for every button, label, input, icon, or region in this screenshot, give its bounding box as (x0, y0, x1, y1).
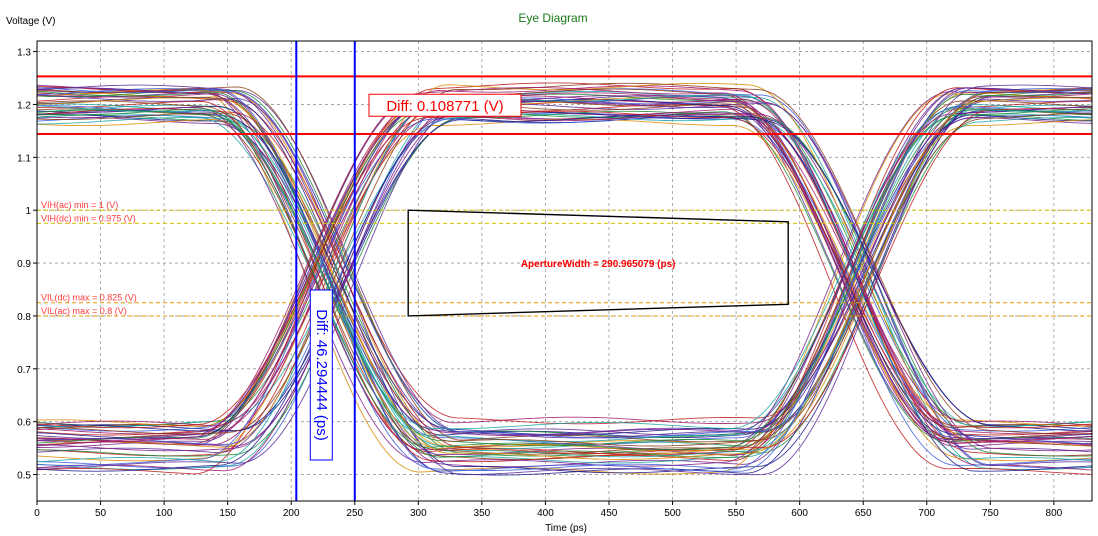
eye-trace (37, 108, 1092, 446)
aperture-window: ApertureWidth = 290.965079 (ps) (407, 209, 789, 317)
y-tick-label: 1.3 (17, 48, 31, 59)
x-tick-label: 100 (156, 508, 173, 519)
eye-trace (37, 95, 1092, 452)
eye-trace (37, 86, 1092, 463)
eye-trace (37, 112, 1092, 447)
threshold-label: VIL(dc) max = 0.825 (V) (41, 293, 137, 303)
eye-trace (37, 109, 1092, 447)
x-tick-label: 0 (34, 508, 40, 519)
aperture-label: ApertureWidth = 290.965079 (ps) (521, 259, 676, 270)
eye-trace (37, 97, 1092, 460)
x-tick-label: 550 (728, 508, 745, 519)
eye-trace (37, 82, 1092, 435)
y-tick-label: 1.1 (17, 153, 31, 164)
x-axis-title: Time (ps) (545, 523, 587, 534)
eye-trace (37, 116, 1092, 446)
eye-trace (37, 88, 1092, 445)
eye-trace (37, 97, 1092, 448)
y-axis-title: Voltage (V) (6, 16, 55, 27)
eye-trace (37, 109, 1092, 436)
eye-trace (37, 97, 1092, 466)
x-tick-label: 500 (664, 508, 681, 519)
eye-trace (37, 105, 1092, 439)
x-tick-label: 600 (791, 508, 808, 519)
voltage-diff-box (368, 93, 522, 117)
eye-trace (37, 95, 1092, 454)
x-tick-label: 400 (537, 508, 554, 519)
y-tick-label: 1.2 (17, 100, 31, 111)
voltage-diff-label: Diff: 0.108771 (V) (386, 98, 503, 115)
x-tick-label: 50 (95, 508, 107, 519)
eye-trace (37, 88, 1092, 469)
eye-trace (37, 87, 1092, 443)
eye-trace (37, 110, 1092, 444)
eye-trace (37, 98, 1092, 439)
eye-trace (37, 103, 1092, 450)
eye-trace (37, 113, 1092, 427)
eye-trace (37, 113, 1092, 443)
chart-title: Eye Diagram (518, 11, 587, 25)
eye-trace (37, 110, 1092, 429)
eye-trace (37, 114, 1092, 432)
eye-trace (37, 108, 1092, 450)
aperture-polygon (407, 209, 789, 317)
eye-trace (37, 92, 1092, 435)
axes: 0 50 100 150 200 250 300 350 400 450 500 550 600 650 7… (17, 40, 1093, 519)
threshold-label: VIH(ac) min = 1 (V) (41, 200, 118, 210)
eye-trace (37, 113, 1092, 428)
eye-trace (37, 105, 1092, 471)
x-tick-label: 450 (601, 508, 618, 519)
eye-trace (37, 87, 1092, 472)
time-diff-label: Diff: 46.294444 (ps) (313, 309, 330, 440)
x-tick-label: 250 (346, 508, 363, 519)
eye-trace (37, 116, 1092, 437)
eye-trace (37, 115, 1092, 445)
y-tick-label: 1 (25, 206, 31, 217)
eye-trace (37, 84, 1092, 439)
y-tick-label: 0.9 (17, 259, 31, 270)
time-diff-box (309, 289, 333, 461)
x-tick-label: 300 (410, 508, 427, 519)
eye-trace (37, 110, 1092, 457)
eye-trace (37, 102, 1092, 469)
eye-trace (37, 90, 1092, 470)
eye-trace (37, 94, 1092, 463)
x-tick-label: 200 (283, 508, 300, 519)
y-tick-label: 0.5 (17, 471, 31, 482)
x-tick-label: 700 (918, 508, 935, 519)
eye-trace (37, 114, 1092, 457)
eye-trace (37, 115, 1092, 432)
threshold-label: VIL(ac) max = 0.8 (V) (41, 306, 127, 316)
eye-trace (37, 107, 1092, 467)
y-tick-label: 0.8 (17, 312, 31, 323)
threshold-lines: VIH(ac) min = 1 (V) VIH(dc) min = 0.975 (… (37, 200, 1092, 317)
eye-traces (37, 82, 1092, 476)
plot-frame (36, 40, 1093, 502)
eye-trace (37, 112, 1092, 447)
x-tick-label: 350 (474, 508, 491, 519)
x-tick-label: 150 (219, 508, 236, 519)
y-tick-label: 0.6 (17, 418, 31, 429)
eye-trace (37, 112, 1092, 432)
x-tick-label: 650 (855, 508, 872, 519)
eye-trace (37, 87, 1092, 436)
measurement-markers: Diff: 0.108771 (V) Diff: 46.294444 (ps) (37, 41, 1092, 501)
x-tick-label: 800 (1046, 508, 1063, 519)
y-tick-label: 0.7 (17, 365, 31, 376)
x-tick-label: 750 (982, 508, 999, 519)
threshold-label: VIH(dc) min = 0.975 (V) (41, 213, 136, 223)
eye-trace (37, 105, 1092, 430)
eye-trace (37, 88, 1092, 439)
